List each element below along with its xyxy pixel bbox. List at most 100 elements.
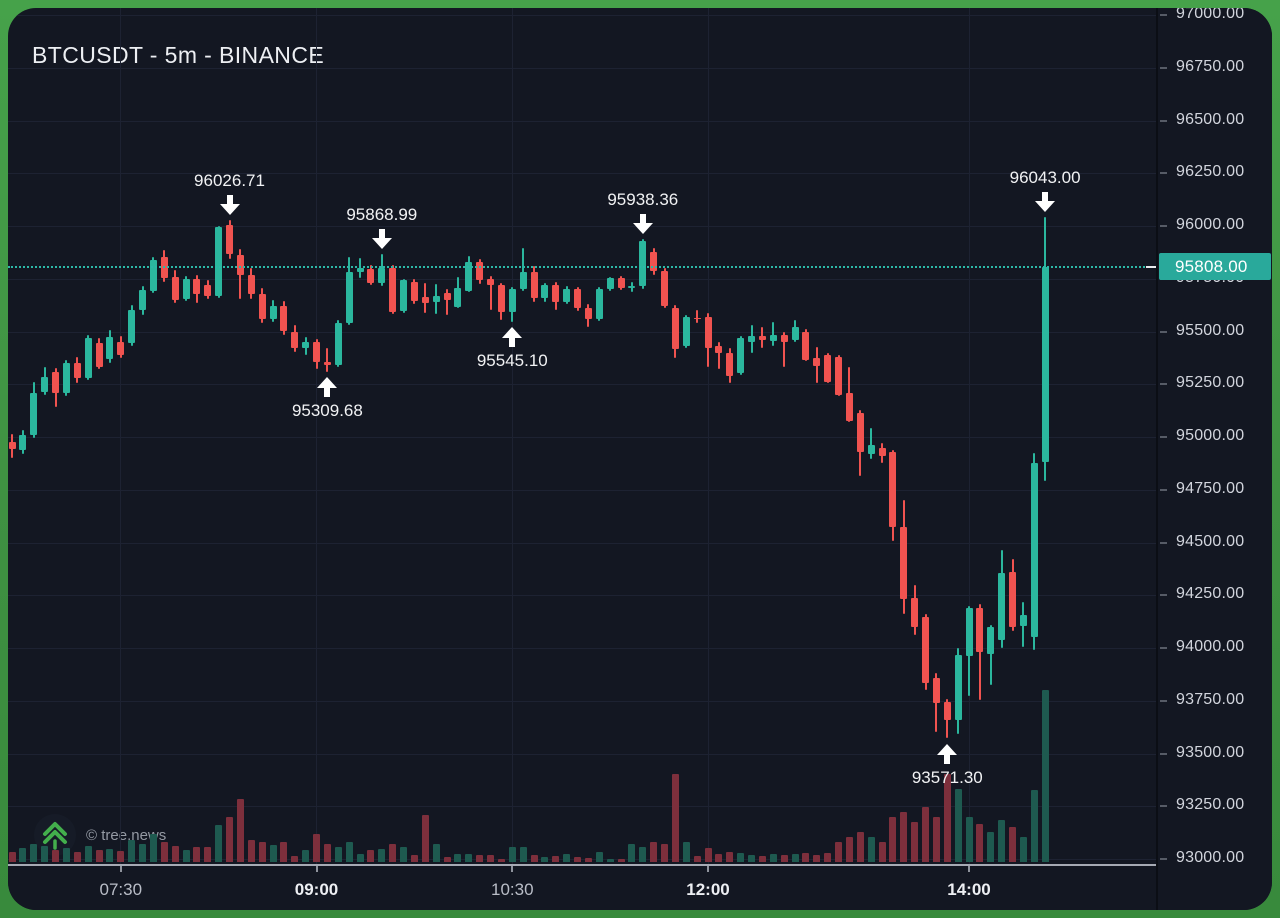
candle-body — [400, 279, 407, 312]
grid-line-horizontal — [8, 331, 1156, 333]
candle-body — [182, 278, 190, 299]
volume-bar — [247, 840, 255, 862]
candle-body — [128, 310, 136, 344]
candle-body — [813, 357, 821, 367]
annotation-price-label: 96043.00 — [1009, 167, 1081, 187]
price-axis[interactable]: 95808.00 97000.00 96750.00 96500.00 96250.0… — [1156, 8, 1272, 910]
candle-body — [954, 655, 962, 720]
price-axis-tick — [1160, 172, 1167, 175]
time-axis[interactable]: 07:30 09:00 10:30 12:00 14:00 — [8, 864, 1156, 910]
candle-body — [715, 346, 723, 353]
price-axis-label: 95500.00 — [1176, 321, 1245, 339]
price-axis-tick — [1160, 541, 1167, 544]
candle-body — [574, 289, 581, 309]
candle-wick — [717, 342, 720, 370]
volume-bar — [30, 844, 38, 862]
watermark-text: © tree.news — [86, 826, 167, 844]
candle-wick — [696, 310, 699, 324]
candle-body — [19, 434, 27, 450]
candle-body — [737, 337, 745, 373]
volume-bar — [922, 807, 929, 862]
volume-bar — [52, 850, 59, 862]
candle-body — [650, 252, 658, 272]
arrow-up-icon — [316, 376, 338, 397]
volume-bar — [182, 850, 190, 862]
candle-body — [1030, 463, 1038, 638]
candle-wick — [326, 348, 329, 372]
candle-body — [758, 335, 766, 340]
grid-line-horizontal — [8, 489, 1156, 491]
price-axis-tick — [1160, 66, 1167, 69]
volume-bar — [443, 857, 451, 862]
volume-bar — [41, 846, 49, 862]
volume-bar — [541, 857, 549, 862]
brand-watermark[interactable]: © tree.news — [34, 814, 166, 856]
candle-body — [62, 363, 70, 393]
volume-bar — [911, 822, 919, 862]
candle-body — [748, 335, 755, 342]
candle-body — [73, 363, 81, 378]
time-axis-tick — [315, 866, 318, 872]
candle-body — [530, 272, 538, 298]
grid-line-vertical — [968, 8, 970, 864]
time-axis-label: 14:00 — [947, 880, 991, 899]
candle-body — [856, 412, 864, 452]
candle-body — [552, 285, 560, 302]
candle-body — [824, 354, 832, 383]
price-axis-tick — [1160, 14, 1167, 16]
price-axis-label: 93250.00 — [1176, 796, 1245, 814]
volume-bar — [584, 858, 592, 862]
price-axis-tick — [1160, 225, 1167, 227]
volume-bar — [410, 855, 418, 862]
candle-body — [30, 392, 38, 435]
candle-body — [465, 261, 473, 292]
grid-line-horizontal — [8, 278, 1156, 280]
volume-bar — [117, 851, 125, 862]
price-axis-tick — [1160, 594, 1167, 597]
candle-body — [932, 677, 940, 703]
volume-bar — [1009, 827, 1016, 862]
volume-bar — [1030, 790, 1038, 862]
price-axis-tick — [1160, 805, 1167, 808]
annotation-price-label: 93571.30 — [911, 767, 983, 787]
candle-body — [149, 259, 157, 292]
candle-wick — [989, 624, 992, 685]
price-axis-tick — [1160, 647, 1167, 649]
grid-line-horizontal — [8, 753, 1156, 755]
volume-bar — [236, 799, 244, 862]
candle-body — [487, 278, 494, 286]
volume-bar — [965, 817, 973, 862]
candle-body — [52, 371, 59, 393]
annotation-price-label: 95938.36 — [607, 190, 679, 209]
volume-bar — [215, 825, 223, 862]
candle-body — [1009, 572, 1016, 627]
volume-bar — [193, 847, 201, 862]
time-axis-label: 07:30 — [99, 880, 143, 899]
annotation-price-label: 95868.99 — [346, 204, 418, 224]
candle-body — [345, 272, 353, 323]
candle-body — [835, 356, 842, 395]
candle-body — [356, 268, 364, 273]
volume-bar — [552, 856, 560, 862]
candle-body — [508, 289, 516, 313]
candle-body — [1041, 266, 1049, 463]
annotation-price-label: 96026.71 — [194, 171, 265, 191]
candle-wick — [522, 248, 525, 292]
volume-bar — [889, 817, 897, 862]
volume-bar — [160, 842, 168, 862]
chart-plot[interactable]: BTCUSDT - 5m - BINANCE © tree.news 96026… — [8, 8, 1156, 864]
volume-bar — [508, 847, 516, 862]
candle-body — [454, 288, 462, 308]
price-axis-label: 93500.00 — [1176, 743, 1245, 761]
candle-body — [671, 308, 679, 350]
volume-bar — [519, 847, 527, 862]
candle-wick — [446, 289, 448, 315]
candle-body — [95, 343, 103, 368]
current-price-line — [8, 265, 1156, 268]
grid-line-horizontal — [8, 437, 1156, 438]
candle-body — [443, 292, 451, 300]
candle-body — [226, 224, 233, 255]
volume-bar — [400, 847, 407, 862]
volume-bar — [84, 846, 92, 862]
volume-bar — [1041, 690, 1049, 862]
